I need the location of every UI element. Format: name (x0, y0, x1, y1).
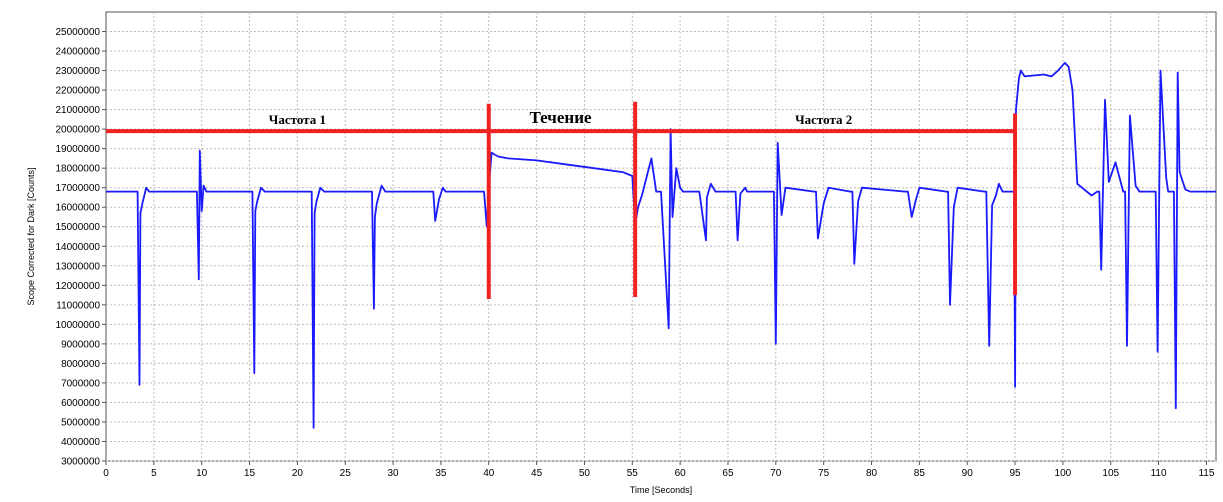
x-tick-label: 35 (435, 468, 447, 479)
y-tick-label: 18000000 (56, 164, 101, 175)
x-tick-label: 45 (531, 468, 543, 479)
y-tick-label: 6000000 (61, 398, 100, 409)
x-tick-label: 50 (579, 468, 591, 479)
axis-ticks: 0 5 10 15 20 25 30 35 40 45 50 55 60 65 70 75 80 85 90 95 10… (56, 27, 1215, 479)
y-tick-label: 10000000 (56, 320, 101, 331)
grid (105, 11, 1217, 462)
x-tick-label: 70 (770, 468, 782, 479)
y-tick-label: 12000000 (56, 281, 101, 292)
x-tick-label: 5 (151, 468, 157, 479)
x-axis-label: Time [Seconds] (630, 485, 692, 495)
x-tick-label: 75 (818, 468, 830, 479)
axis-labels: Time [Seconds] Scope Corrected for Dark … (26, 167, 692, 495)
series-lines (106, 61, 1216, 429)
region-label-1: Частота 1 (269, 112, 326, 127)
y-tick-label: 3000000 (61, 457, 100, 468)
y-tick-label: 25000000 (56, 27, 101, 38)
x-tick-label: 0 (103, 468, 109, 479)
y-tick-label: 9000000 (61, 339, 100, 350)
region-label-2: Течение (529, 108, 592, 127)
y-axis-label: Scope Corrected for Dark [Counts] (26, 167, 36, 305)
x-tick-label: 10 (196, 468, 208, 479)
x-tick-label: 60 (675, 468, 687, 479)
plot-area (105, 11, 1217, 462)
x-tick-label: 30 (388, 468, 400, 479)
x-tick-label: 115 (1198, 468, 1214, 479)
y-tick-label: 14000000 (56, 242, 101, 253)
y-tick-label: 16000000 (56, 203, 101, 214)
y-tick-label: 23000000 (56, 66, 101, 77)
y-tick-label: 17000000 (56, 183, 101, 194)
x-tick-label: 85 (914, 468, 926, 479)
x-tick-label: 65 (722, 468, 734, 479)
x-tick-label: 90 (962, 468, 974, 479)
x-tick-label: 100 (1055, 468, 1072, 479)
x-tick-label: 15 (244, 468, 256, 479)
y-tick-label: 22000000 (56, 86, 101, 97)
y-tick-label: 5000000 (61, 417, 100, 428)
y-tick-label: 11000000 (56, 300, 100, 311)
y-tick-label: 19000000 (56, 144, 101, 155)
x-tick-label: 95 (1009, 468, 1021, 479)
x-tick-label: 110 (1151, 468, 1167, 479)
x-tick-label: 40 (483, 468, 495, 479)
y-tick-label: 7000000 (61, 378, 100, 389)
x-tick-label: 55 (627, 468, 639, 479)
x-tick-label: 105 (1102, 468, 1119, 479)
y-tick-label: 13000000 (56, 261, 101, 272)
y-tick-label: 21000000 (56, 105, 101, 116)
y-tick-label: 20000000 (56, 125, 101, 136)
x-tick-label: 25 (340, 468, 352, 479)
x-tick-label: 80 (866, 468, 878, 479)
series-line-1 (106, 61, 1216, 429)
x-tick-label: 20 (292, 468, 304, 479)
y-tick-label: 15000000 (56, 222, 101, 233)
y-tick-label: 4000000 (61, 437, 100, 448)
region-label-3: Частота 2 (795, 112, 852, 127)
annotations: Частота 1 Течение Частота 2 (106, 101, 1018, 299)
y-tick-label: 24000000 (56, 47, 101, 58)
y-tick-label: 8000000 (61, 359, 100, 370)
